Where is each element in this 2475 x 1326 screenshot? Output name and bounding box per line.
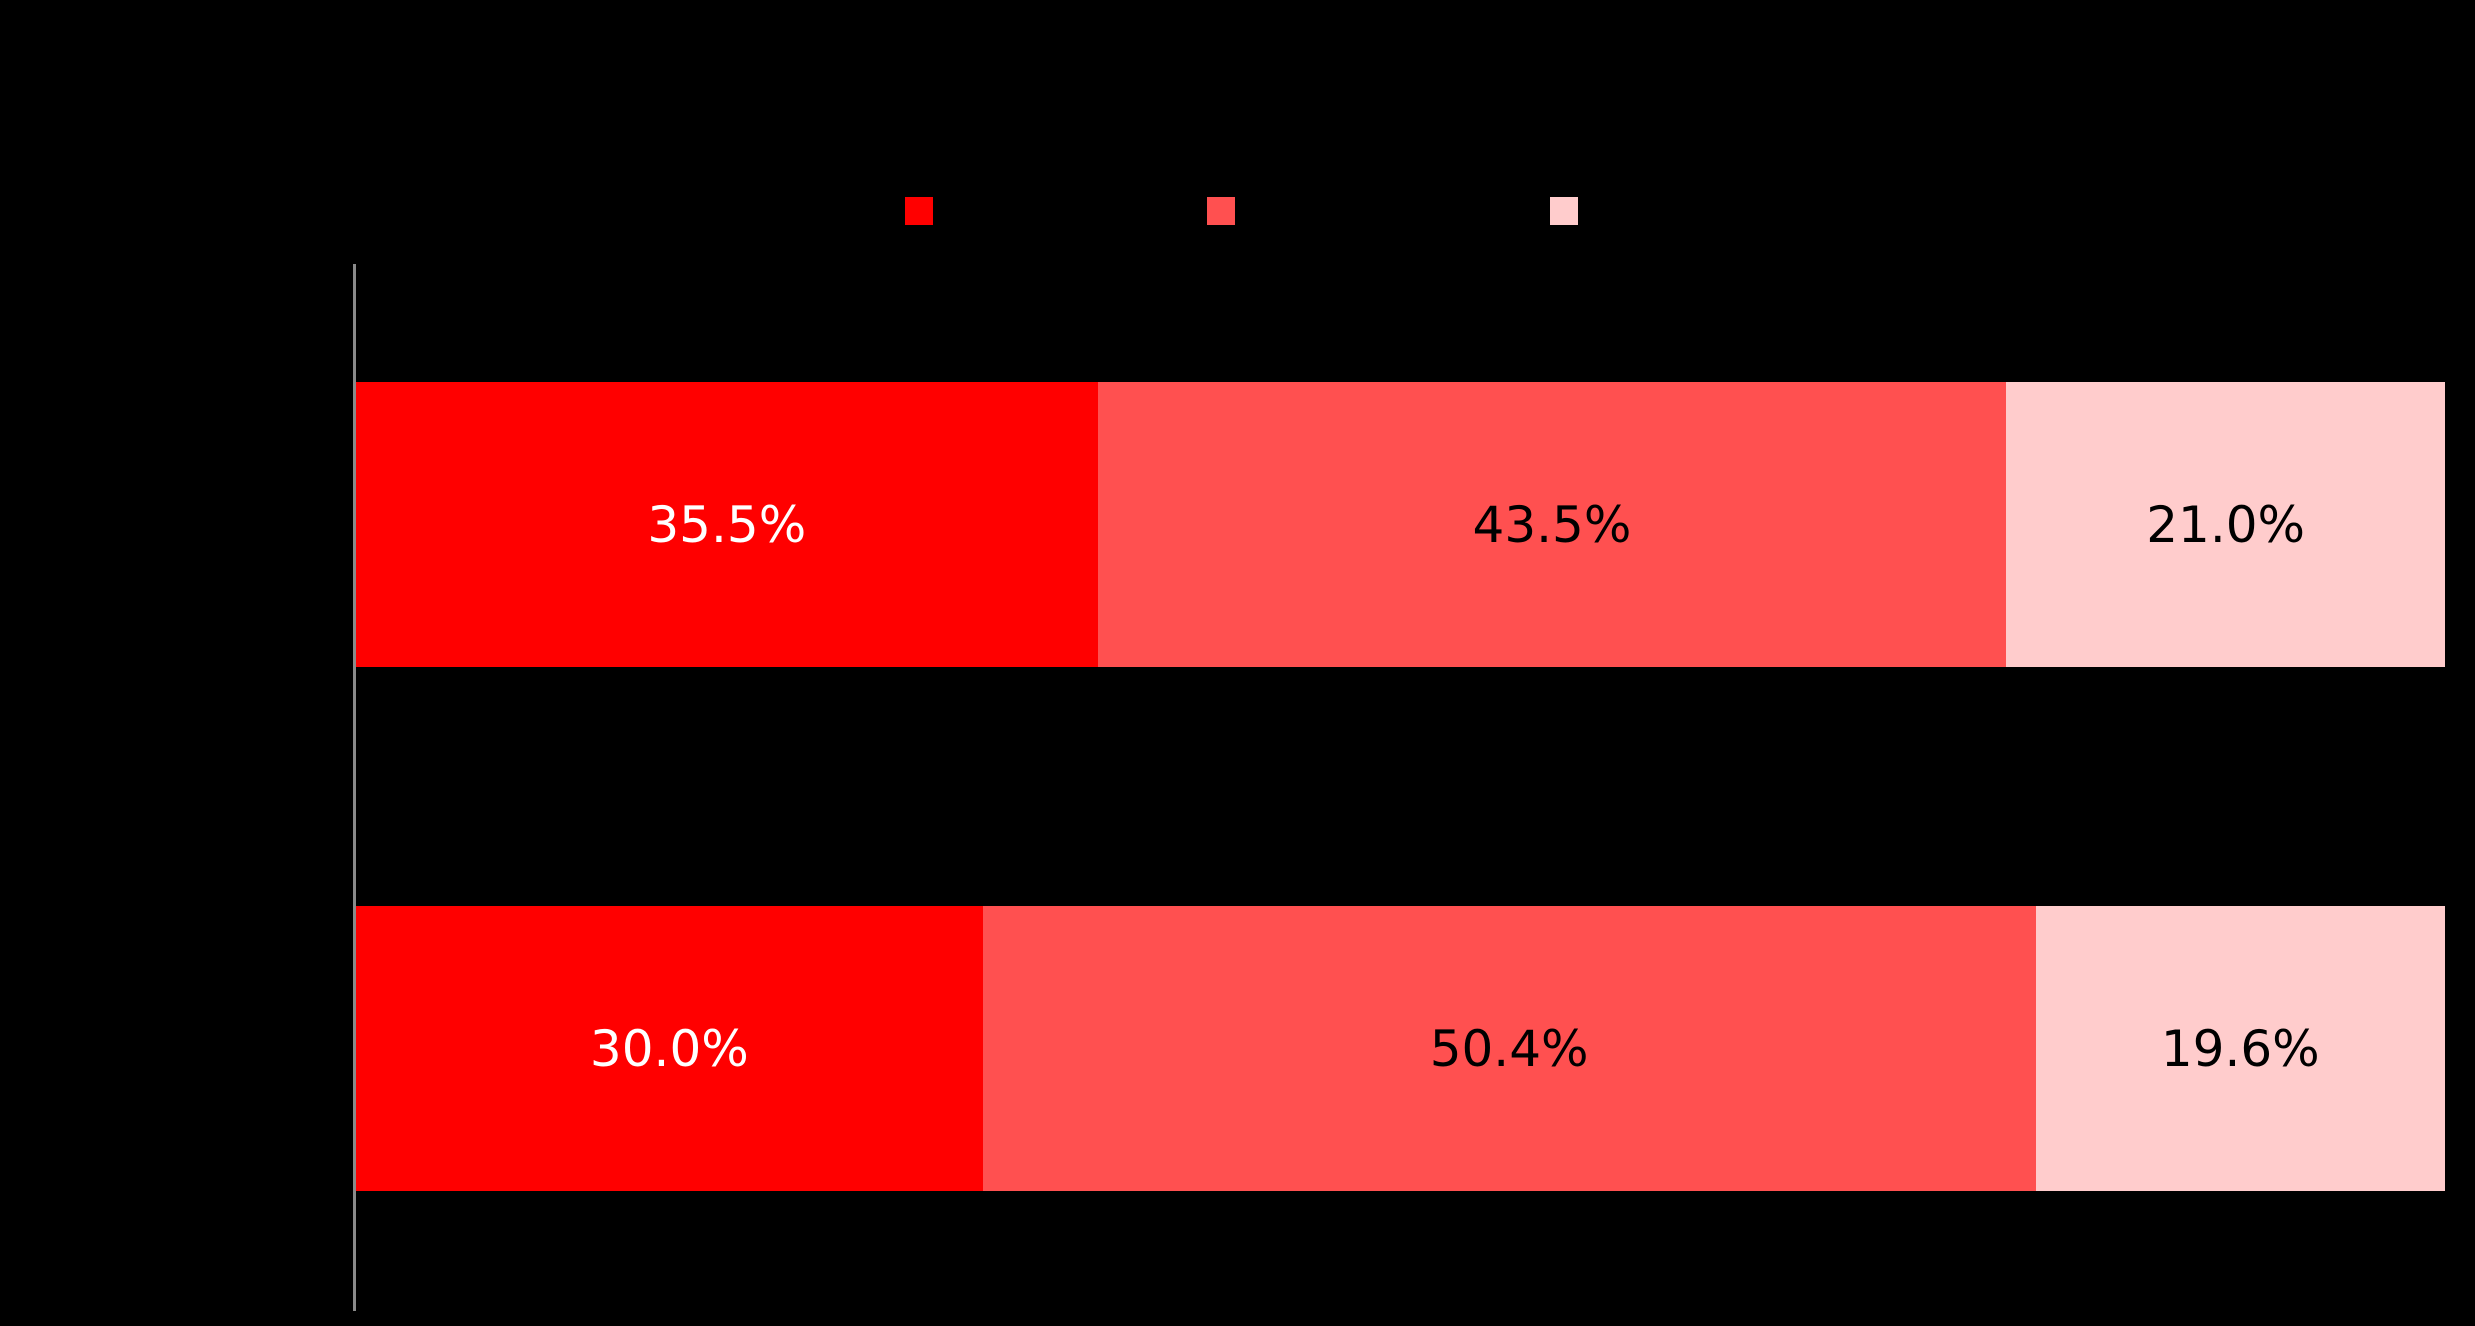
bar-segment-2-2: 50.4% xyxy=(982,906,2036,1191)
bar-segment-2-1: 30.0% xyxy=(356,906,983,1191)
bar-segment-2-3: 19.6% xyxy=(2035,906,2445,1191)
bar-segment-1-3: 21.0% xyxy=(2006,382,2445,667)
legend-swatch-pink[interactable] xyxy=(1550,197,1578,225)
legend-swatch-salmon[interactable] xyxy=(1207,197,1235,225)
bar-segment-label: 35.5% xyxy=(647,495,807,554)
bar-segment-label: 19.6% xyxy=(2160,1019,2320,1078)
bar-segment-label: 30.0% xyxy=(589,1019,749,1078)
bar-segment-1-2: 43.5% xyxy=(1097,382,2007,667)
y-axis-line xyxy=(353,264,356,1311)
bar-segment-label: 43.5% xyxy=(1472,495,1632,554)
legend-swatch-red[interactable] xyxy=(905,197,933,225)
bar-row-2: 30.0% 50.4% 19.6% xyxy=(356,906,2445,1191)
bar-row-1: 35.5% 43.5% 21.0% xyxy=(356,382,2445,667)
bar-segment-label: 50.4% xyxy=(1429,1019,1589,1078)
bar-segment-label: 21.0% xyxy=(2146,495,2306,554)
bar-segment-1-1: 35.5% xyxy=(356,382,1098,667)
